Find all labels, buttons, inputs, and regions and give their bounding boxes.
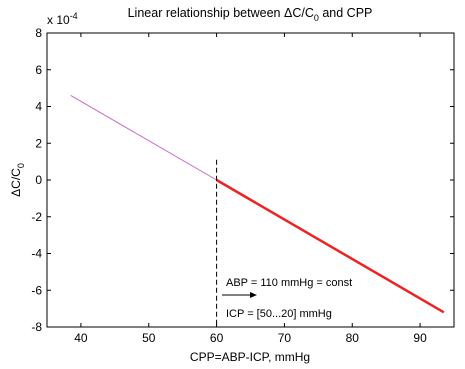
chart-title-main: Linear relationship between ΔC/C bbox=[128, 6, 314, 20]
series-line-2 bbox=[215, 178, 445, 314]
x-tick-label: 70 bbox=[278, 331, 292, 345]
y-tick-label: 4 bbox=[35, 100, 42, 114]
y-multiplier-base: x 10 bbox=[47, 13, 70, 27]
y-tick-label: -6 bbox=[31, 283, 42, 297]
y-tick-label: 0 bbox=[35, 173, 42, 187]
y-tick-label: 6 bbox=[35, 63, 42, 77]
y-multiplier: x 10-4 bbox=[47, 11, 78, 27]
y-axis-label: ΔC/C0 bbox=[9, 163, 26, 197]
y-tick-label: -2 bbox=[31, 210, 42, 224]
y-axis-label-sub: 0 bbox=[16, 163, 26, 168]
x-tick-label: 50 bbox=[142, 331, 156, 345]
y-tick-label: -8 bbox=[31, 320, 42, 334]
y-tick-label: -4 bbox=[31, 247, 42, 261]
x-tick-label: 80 bbox=[346, 331, 360, 345]
chart-title-sub: 0 bbox=[314, 13, 319, 23]
x-axis-label: CPP=ABP-ICP, mmHg bbox=[190, 350, 310, 364]
y-axis-label-main: ΔC/C bbox=[9, 168, 23, 197]
chart-title: Linear relationship between ΔC/C0 and CP… bbox=[128, 6, 373, 23]
x-tick-label: 60 bbox=[210, 331, 224, 345]
annotation-abp: ABP = 110 mmHg = const bbox=[226, 277, 352, 289]
chart-title-tail: and CPP bbox=[319, 6, 373, 20]
x-tick-label: 40 bbox=[74, 331, 88, 345]
annotation-arrow bbox=[222, 292, 257, 298]
series-lines bbox=[70, 95, 445, 314]
x-tick-label: 90 bbox=[413, 331, 427, 345]
y-multiplier-exp: -4 bbox=[70, 11, 78, 21]
y-tick-label: 2 bbox=[35, 136, 42, 150]
axis-ticks: 40 50 60 70 80 90 -8 -6 -4 -2 0 2 4 6 8 bbox=[31, 26, 454, 345]
annotation-icp: ICP = [50...20] mmHg bbox=[226, 308, 332, 320]
y-tick-label: 8 bbox=[35, 26, 42, 40]
series-line-1 bbox=[70, 95, 217, 181]
